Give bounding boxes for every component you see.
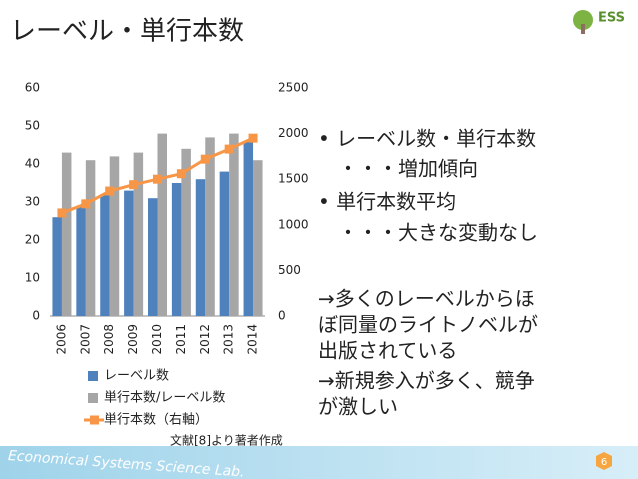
bar xyxy=(243,141,254,316)
bar xyxy=(52,217,62,316)
bar xyxy=(181,148,191,316)
bullet-text: →新規参入が多く、競争 xyxy=(318,369,535,393)
y-tick-label: 0 xyxy=(32,309,40,323)
bullet-text: ・・・大きな変動なし xyxy=(338,221,538,245)
line-marker xyxy=(224,144,234,154)
bullet-text: • 単行本数平均 xyxy=(318,190,456,214)
legend-label: 単行本数（右軸） xyxy=(104,412,208,428)
line-marker xyxy=(248,133,258,143)
logo-text: ESS xyxy=(598,11,625,26)
x-tick-label: 2008 xyxy=(102,324,116,355)
y-tick-label: 20 xyxy=(25,233,40,247)
line-marker xyxy=(153,174,162,184)
x-tick-label: 2012 xyxy=(198,324,212,355)
x-tick-label: 2011 xyxy=(174,324,188,355)
x-tick-label: 2014 xyxy=(246,324,260,355)
bullet-text: • レーベル数・単行本数 xyxy=(318,127,536,151)
legend-swatch xyxy=(88,371,98,381)
page-number: 6 xyxy=(601,457,607,468)
line-marker xyxy=(105,186,115,196)
logo-trunk xyxy=(581,24,585,34)
y2-tick-label: 1500 xyxy=(278,172,309,186)
x-tick-label: 2010 xyxy=(150,324,164,355)
annotation: 文献[8]より著者作成 xyxy=(170,433,283,448)
y2-tick-label: 0 xyxy=(278,309,286,323)
bullet-text: →多くのレーベルからほ xyxy=(318,287,535,311)
logo-icon xyxy=(573,10,593,30)
bar xyxy=(100,194,110,316)
line-marker xyxy=(57,208,67,218)
line-marker xyxy=(200,154,210,164)
bullet-text: ・・・増加傾向 xyxy=(338,157,478,181)
bar xyxy=(109,156,120,316)
bar xyxy=(229,133,239,316)
bar xyxy=(157,133,167,316)
x-tick-label: 2013 xyxy=(222,324,236,355)
slide-title: レーベル・単行本数 xyxy=(10,17,244,47)
x-tick-label: 2007 xyxy=(78,324,92,355)
bar xyxy=(133,152,144,316)
y-tick-label: 30 xyxy=(25,195,40,209)
y2-tick-label: 1000 xyxy=(278,217,309,231)
line-marker xyxy=(129,180,139,190)
legend-swatch xyxy=(90,415,99,425)
x-tick-label: 2009 xyxy=(126,324,140,355)
bar xyxy=(85,160,96,316)
bullet-text: 出版されている xyxy=(318,339,457,363)
y-tick-label: 60 xyxy=(25,81,40,95)
bar xyxy=(76,205,86,316)
bar xyxy=(61,152,72,316)
bar xyxy=(205,137,215,316)
y2-tick-label: 2000 xyxy=(278,126,309,140)
bar xyxy=(124,190,134,316)
bar xyxy=(253,160,263,316)
page-badge xyxy=(596,452,612,470)
legend-label: 単行本数/レーベル数 xyxy=(104,390,225,406)
y-tick-label: 50 xyxy=(25,119,40,133)
bar xyxy=(171,183,182,316)
legend-swatch xyxy=(88,393,98,403)
legend-label: レーベル数 xyxy=(104,369,169,384)
bullet-text: ぼ同量のライトノベルが xyxy=(318,313,538,337)
x-tick-label: 2006 xyxy=(54,324,68,355)
bar xyxy=(195,179,206,316)
bullets: • レーベル数・単行本数・・・増加傾向 • 単行本数平均・・・大きな変動なし →多く… xyxy=(318,127,538,419)
y2-tick-label: 2500 xyxy=(278,81,309,95)
y2-tick-label: 500 xyxy=(278,263,301,277)
bullet-text: が激しい xyxy=(318,395,398,419)
bar xyxy=(219,171,230,316)
bar xyxy=(148,198,158,316)
y-tick-label: 40 xyxy=(25,157,40,171)
y-tick-label: 10 xyxy=(25,271,40,285)
line-marker xyxy=(176,169,186,179)
footer-band xyxy=(0,446,638,479)
logo: ESS xyxy=(573,10,625,34)
line-marker xyxy=(81,199,91,209)
